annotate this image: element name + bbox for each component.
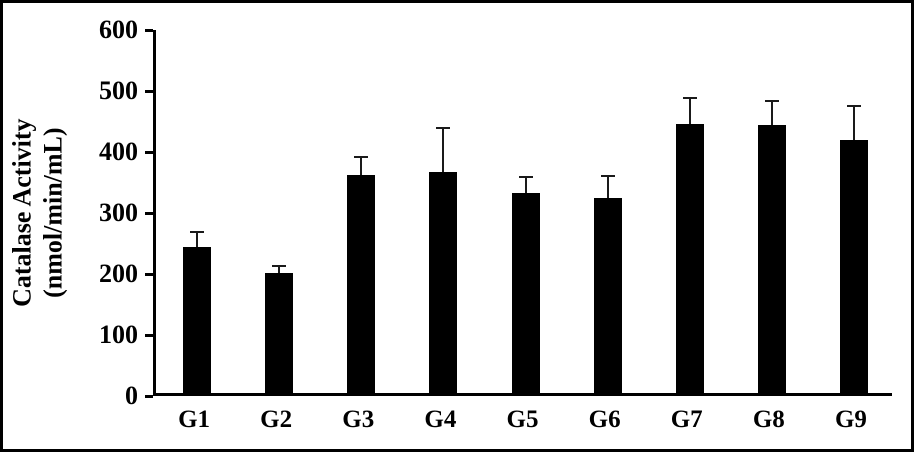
x-axis-labels: G1 G2 G3 G4 G5 G6 G7 G8 G9 [153,406,892,440]
y-tick-mark [145,211,153,215]
y-tick-label: 400 [99,137,138,166]
error-bar-cap-g8 [764,100,779,103]
error-bar-line-g4 [442,127,445,172]
bar-g4 [429,171,458,393]
error-bar-cap-g4 [436,127,451,130]
y-tick-mark [145,394,153,398]
bar-g2 [265,273,294,393]
y-tick-label: 200 [99,259,138,288]
bar-g1 [183,246,212,393]
x-tick-label-g7: G7 [670,406,703,433]
y-tick-label: 500 [99,76,138,105]
bar-g5 [511,192,540,393]
error-bar-line-g3 [360,155,363,176]
y-tick-label: 0 [125,381,138,410]
error-bar-cap-g3 [354,155,369,158]
x-tick-label-g4: G4 [424,406,457,433]
error-bar-line-g1 [196,230,199,247]
error-bar-line-g7 [688,97,691,124]
y-axis-title-line1: Catalase Activity [7,118,37,308]
x-tick-label-g5: G5 [506,406,539,433]
y-tick-label: 100 [99,320,138,349]
error-bar-cap-g5 [518,175,533,178]
x-tick-label-g9: G9 [834,406,867,433]
y-tick-mark [145,89,153,93]
error-bar-cap-g7 [682,97,697,100]
x-tick-label-g1: G1 [178,406,211,433]
error-bar-line-g2 [278,264,281,274]
y-axis-title-wrap: Catalase Activity (nmol/min/mL) [5,30,71,396]
y-tick-mark [145,28,153,32]
error-bar-cap-g6 [600,175,615,178]
y-tick-mark [145,333,153,337]
bar-g9 [839,140,868,393]
y-tick-label: 300 [99,198,138,227]
y-axis-title-line2: (nmol/min/mL) [38,127,67,299]
bar-g8 [757,125,786,393]
y-axis-title: Catalase Activity (nmol/min/mL) [7,119,68,307]
y-tick-label: 600 [99,15,138,44]
bar-g6 [593,198,622,393]
error-bar-cap-g2 [272,264,287,267]
y-tick-mark [145,150,153,154]
bar-g3 [347,175,376,393]
error-bar-line-g6 [606,175,609,199]
error-bar-line-g9 [852,105,855,141]
x-tick-label-g8: G8 [752,406,785,433]
plot-area: 0 100 200 300 400 500 600 [99,17,892,409]
y-tick-mark [145,272,153,276]
x-tick-label-g3: G3 [342,406,375,433]
x-tick-label-g6: G6 [588,406,621,433]
error-bar-cap-g9 [846,105,861,108]
error-bar-line-g5 [524,175,527,193]
error-bar-cap-g1 [190,230,205,233]
x-tick-label-g2: G2 [260,406,293,433]
error-bar-line-g8 [770,100,773,126]
bar-g7 [675,124,704,393]
